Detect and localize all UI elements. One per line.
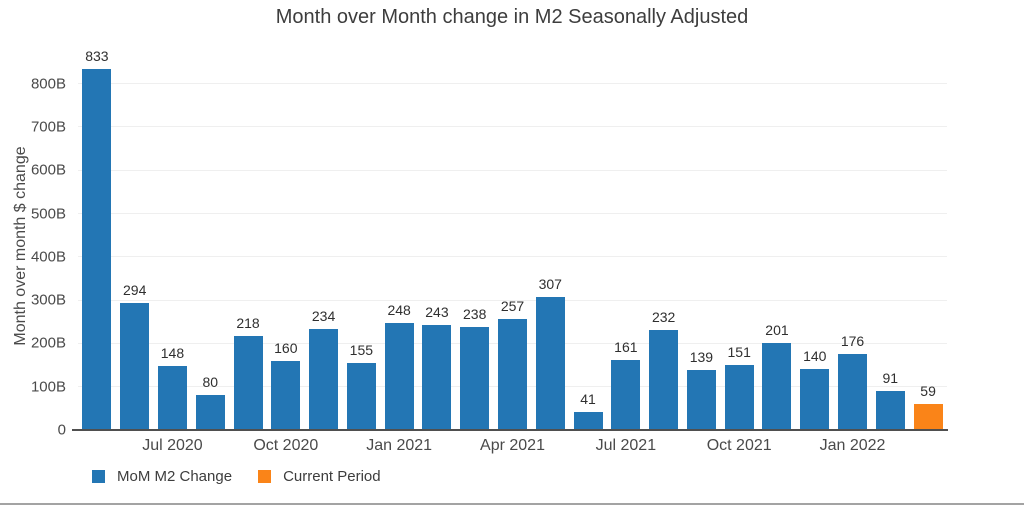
- bar-value-label: 248: [387, 301, 411, 318]
- bar-value-label: 140: [803, 348, 827, 365]
- x-tick-jan-2021: Jan 2021: [366, 437, 433, 454]
- bar-value-label: 160: [274, 339, 298, 356]
- bar-value-label: 234: [311, 307, 336, 324]
- legend-item-mom-m2-change[interactable]: MoM M2 Change: [92, 468, 232, 485]
- legend: MoM M2 Change Current Period: [92, 468, 381, 485]
- bar-value-label: 151: [727, 343, 751, 360]
- y-tick-300B: 300B: [30, 291, 66, 309]
- bar-value-label: 176: [840, 332, 865, 349]
- x-tick-jul-2021: Jul 2021: [595, 437, 657, 454]
- bar-value-label: 257: [500, 297, 525, 314]
- bar-value-label: 833: [85, 48, 109, 65]
- bar-mom-5[interactable]: [271, 360, 301, 430]
- x-tick-oct-2021: Oct 2021: [706, 437, 772, 454]
- bar-mom-3[interactable]: [195, 395, 225, 430]
- gridline-700B: [78, 126, 947, 128]
- bar-value-label: 232: [651, 308, 676, 325]
- gridline-300B: [78, 299, 947, 301]
- bar-value-label: 41: [580, 391, 596, 408]
- gridline-800B: [78, 83, 947, 85]
- bar-value-label: 238: [463, 305, 487, 322]
- bar-value-label: 80: [202, 374, 219, 391]
- bar-value-label: 155: [349, 341, 374, 358]
- bar-mom-21[interactable]: [875, 390, 905, 430]
- bar-mom-14[interactable]: [611, 360, 641, 430]
- y-axis-tick-labels: 0 100B 200B 300B 400B 500B 600B 700B 800B: [0, 62, 72, 438]
- x-tick-jul-2020: Jul 2020: [142, 437, 203, 454]
- y-tick-700B: 700B: [30, 118, 66, 136]
- bar-value-label: 91: [882, 369, 899, 386]
- y-tick-400B: 400B: [30, 248, 66, 266]
- bar-mom-18[interactable]: [762, 342, 792, 430]
- legend-swatch-blue-icon: [92, 470, 105, 483]
- bar-value-label: 148: [160, 344, 185, 361]
- gridline-400B: [78, 256, 947, 258]
- bar-mom-6[interactable]: [309, 328, 339, 430]
- bar-value-label: 307: [538, 276, 562, 293]
- bar-mom-10[interactable]: [460, 326, 490, 430]
- bar-value-label: 294: [122, 281, 147, 298]
- bar-mom-19[interactable]: [800, 369, 830, 430]
- x-axis-tick-labels: Jul 2020 Oct 2020 Jan 2021 Apr 2021 Jul 2021…: [78, 437, 947, 459]
- bar-value-label: 161: [614, 339, 638, 356]
- bar-mom-2[interactable]: [157, 365, 187, 430]
- gridline-600B: [78, 169, 947, 171]
- x-axis-line: [72, 429, 948, 431]
- y-tick-600B: 600B: [30, 161, 66, 179]
- legend-label: MoM M2 Change: [117, 468, 233, 485]
- gridline-500B: [78, 213, 947, 215]
- bar-mom-13[interactable]: [573, 412, 603, 430]
- bar-mom-7[interactable]: [346, 362, 376, 430]
- bar-mom-0[interactable]: [82, 69, 112, 430]
- legend-swatch-orange-icon: [258, 470, 272, 483]
- y-tick-500B: 500B: [30, 205, 66, 223]
- bar-value-label: 243: [425, 303, 449, 320]
- x-tick-jan-2022: Jan 2022: [819, 437, 886, 454]
- bar-value-label: 201: [765, 321, 789, 338]
- bar-mom-20[interactable]: [838, 353, 868, 430]
- bar-mom-12[interactable]: [535, 297, 565, 430]
- legend-label: Current Period: [283, 468, 381, 485]
- bar-value-label: 139: [689, 348, 714, 365]
- chart-title: Month over Month change in M2 Seasonally…: [275, 6, 749, 28]
- y-tick-200B: 200B: [30, 334, 66, 352]
- bar-mom-15[interactable]: [649, 329, 679, 430]
- legend-item-current-period[interactable]: Current Period: [258, 468, 381, 485]
- bar-value-label: 59: [920, 383, 936, 400]
- x-tick-apr-2021: Apr 2021: [480, 437, 545, 454]
- bar-mom-17[interactable]: [724, 364, 754, 430]
- y-tick-100B: 100B: [30, 378, 66, 396]
- bar-mom-11[interactable]: [498, 318, 527, 430]
- bar-mom-1[interactable]: [120, 302, 150, 430]
- x-tick-oct-2020: Oct 2020: [253, 437, 319, 454]
- bar-current-period[interactable]: [913, 404, 943, 430]
- bar-mom-8[interactable]: [384, 322, 414, 430]
- plot-area: 833 294 148 80 218 160 234 155 248 243 238 257 307 41…: [78, 48, 947, 430]
- page-bottom-divider: [0, 503, 1024, 505]
- bar-mom-4[interactable]: [233, 335, 263, 430]
- bar-value-label: 218: [236, 314, 260, 331]
- bar-mom-16[interactable]: [686, 369, 716, 430]
- bar-mom-9[interactable]: [422, 324, 452, 430]
- y-tick-800B: 800B: [30, 75, 66, 93]
- y-tick-0: 0: [57, 421, 66, 439]
